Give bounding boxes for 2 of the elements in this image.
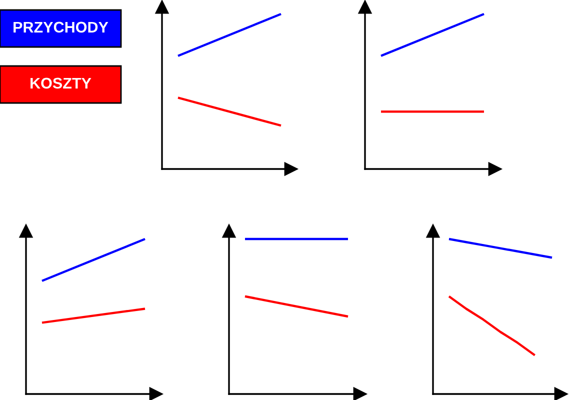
text: KOSZTY (30, 78, 92, 89)
text: PRZYCHODY (14, 22, 108, 33)
